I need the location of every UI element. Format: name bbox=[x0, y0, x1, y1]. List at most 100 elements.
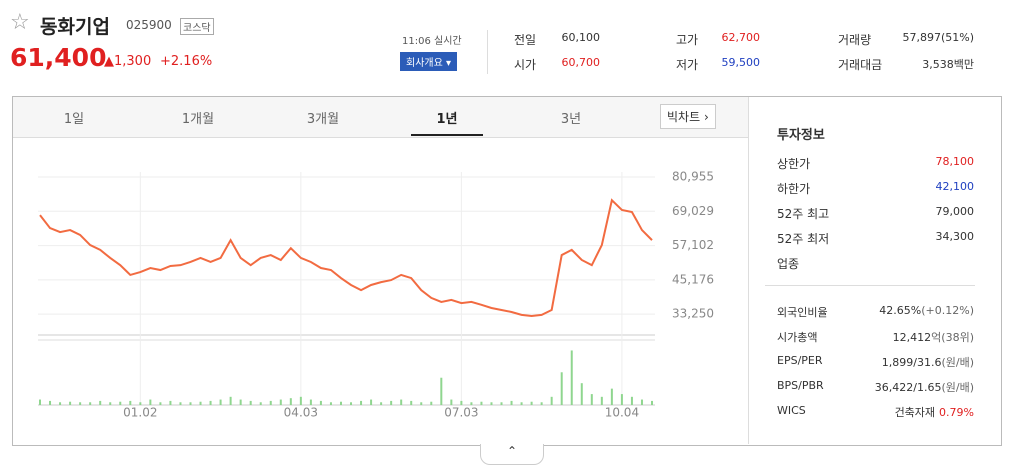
info-label: 52주 최저 bbox=[777, 232, 830, 246]
y-tick-label: 57,102 bbox=[672, 238, 714, 252]
volume-bar bbox=[510, 400, 513, 405]
stat-note: (원/배) bbox=[941, 381, 974, 394]
stock-code: 025900 bbox=[126, 18, 172, 32]
volume-bar bbox=[430, 401, 433, 405]
volume-bar bbox=[79, 402, 82, 405]
volume-bar bbox=[59, 402, 62, 405]
quote-label: 고가 bbox=[676, 33, 699, 47]
quote-value: 57,897(51%) bbox=[902, 31, 974, 44]
stat-note: (+0.12%) bbox=[921, 304, 974, 317]
quote-label: 거래량 bbox=[838, 33, 872, 47]
big-chart-label: 빅차트 bbox=[667, 110, 701, 124]
quote-label: 시가 bbox=[514, 58, 537, 72]
x-tick-label: 01.02 bbox=[123, 406, 157, 420]
volume-bar bbox=[580, 383, 583, 405]
quote-label: 전일 bbox=[514, 33, 537, 47]
volume-bar bbox=[129, 400, 132, 405]
volume-bar bbox=[209, 400, 212, 405]
info-value: 34,300 bbox=[935, 230, 975, 243]
volume-bar bbox=[560, 372, 563, 405]
x-tick-label: 07.03 bbox=[444, 406, 478, 420]
x-tick-label: 04.03 bbox=[284, 406, 318, 420]
volume-bar bbox=[370, 399, 373, 405]
volume-bar bbox=[540, 402, 543, 405]
volume-bar bbox=[610, 388, 613, 405]
info-label: 하한가 bbox=[777, 182, 811, 196]
divider bbox=[748, 97, 749, 444]
quote-value: 62,700 bbox=[721, 31, 761, 44]
price: 61,400 bbox=[10, 43, 107, 72]
change: ▲1,300 bbox=[104, 54, 152, 69]
volume-bar bbox=[139, 402, 142, 405]
volume-bar bbox=[69, 401, 72, 405]
tab[interactable]: 1년 bbox=[436, 112, 458, 127]
volume-bar bbox=[360, 400, 363, 405]
info-label: WICS bbox=[777, 404, 806, 417]
volume-bar bbox=[600, 396, 603, 405]
quote-value: 59,500 bbox=[721, 56, 761, 69]
tab[interactable]: 1개월 bbox=[181, 112, 215, 127]
star-icon[interactable]: ☆ bbox=[10, 10, 30, 35]
company-button[interactable]: 회사개요 ▾ bbox=[400, 52, 458, 71]
volume-bar bbox=[500, 402, 503, 405]
volume-bar bbox=[400, 399, 403, 405]
volume-bar bbox=[309, 399, 312, 405]
stat-note: 0.79% bbox=[939, 406, 974, 419]
volume-bar bbox=[570, 350, 573, 405]
volume-bar bbox=[289, 398, 292, 405]
volume-bar bbox=[620, 394, 623, 405]
info-divider bbox=[765, 285, 975, 286]
volume-bar bbox=[169, 400, 172, 405]
volume-bar bbox=[440, 377, 443, 405]
y-tick-label: 33,250 bbox=[672, 307, 714, 321]
tab[interactable]: 3개월 bbox=[306, 112, 340, 127]
volume-bar bbox=[219, 399, 222, 405]
volume-bar bbox=[299, 396, 302, 405]
quote-value: 60,100 bbox=[561, 31, 601, 44]
volume-bar bbox=[259, 402, 262, 405]
x-tick-label: 10.04 bbox=[605, 406, 639, 420]
volume-bar bbox=[490, 402, 493, 405]
tab[interactable]: 3년 bbox=[560, 112, 582, 127]
stat-value: 1,899/31.6 bbox=[881, 356, 942, 369]
tab-underline bbox=[411, 134, 483, 136]
stat-note: 억(38위) bbox=[931, 331, 974, 344]
volume-bar bbox=[329, 402, 332, 405]
stat-note: (원/배) bbox=[941, 356, 974, 369]
big-chart-button[interactable]: 빅차트 › bbox=[660, 104, 716, 129]
volume-bar bbox=[350, 402, 353, 405]
stat-value: 42.65% bbox=[879, 304, 922, 317]
y-tick-label: 45,176 bbox=[672, 272, 714, 286]
info-value: 42.65%(+0.12%) bbox=[879, 304, 974, 317]
tab-bar bbox=[13, 97, 748, 138]
volume-bar bbox=[520, 402, 523, 405]
volume-bar bbox=[450, 399, 453, 405]
chart: 80,955 69,029 57,102 45,176 33,250 01.02 04.03… bbox=[38, 170, 714, 420]
volume-bar bbox=[630, 396, 633, 405]
quote-value: 3,538백만 bbox=[922, 58, 974, 71]
volume-bar bbox=[480, 401, 483, 405]
volume-bar bbox=[269, 400, 272, 405]
volume-bar bbox=[460, 400, 463, 405]
volume-bar bbox=[239, 399, 242, 405]
info-value: 78,100 bbox=[935, 155, 975, 168]
company-button-label: 회사개요 bbox=[406, 58, 443, 69]
info-label: 업종 bbox=[777, 257, 800, 271]
volume-bar bbox=[109, 402, 112, 405]
volume-bar bbox=[590, 394, 593, 405]
collapse-button[interactable]: ⌃ bbox=[480, 444, 544, 465]
info-label: 상한가 bbox=[777, 157, 811, 171]
volume-bar bbox=[550, 396, 553, 405]
quote-label: 거래대금 bbox=[838, 58, 883, 72]
volume-bar bbox=[651, 400, 653, 405]
market-badge: 코스닥 bbox=[180, 18, 214, 35]
info-value: 건축자재 0.79% bbox=[895, 404, 974, 420]
y-tick-label: 80,955 bbox=[672, 170, 714, 184]
price-line bbox=[39, 198, 653, 318]
volume-bar bbox=[319, 400, 322, 405]
change-value: 1,300 bbox=[114, 54, 152, 69]
info-label: 외국인비율 bbox=[777, 306, 828, 319]
volume-bar bbox=[89, 402, 92, 405]
info-label: 52주 최고 bbox=[777, 207, 830, 221]
tab[interactable]: 1일 bbox=[63, 112, 85, 127]
